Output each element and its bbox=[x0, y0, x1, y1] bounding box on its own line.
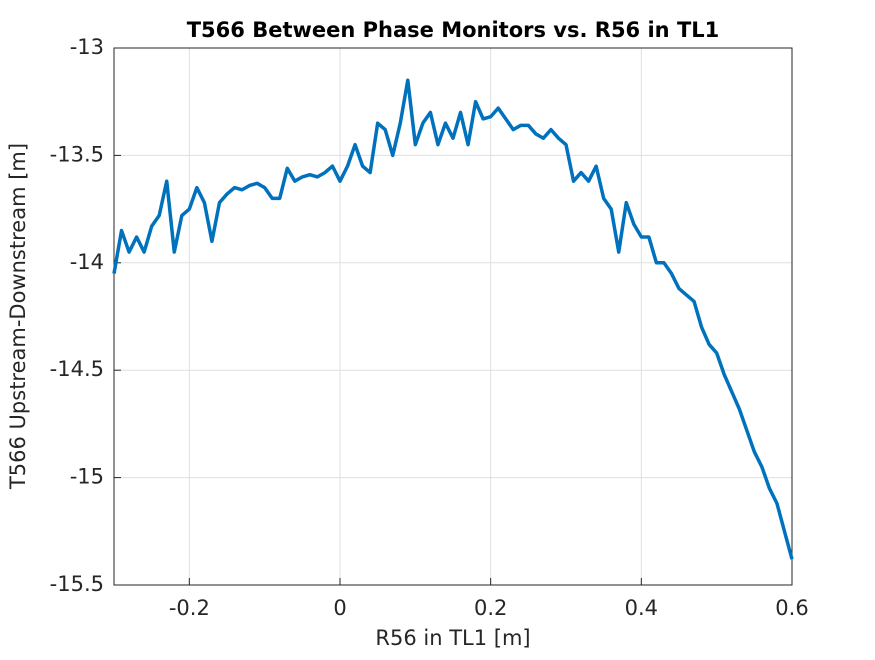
axes-box bbox=[113, 47, 793, 586]
plot-area bbox=[114, 48, 792, 585]
y-tick-label: -14.5 bbox=[50, 357, 104, 381]
y-tick-label: -13 bbox=[70, 35, 104, 59]
x-tick-label: -0.2 bbox=[169, 596, 210, 620]
x-tick-label: 0 bbox=[333, 596, 346, 620]
data-line bbox=[112, 78, 794, 560]
chart-title: T566 Between Phase Monitors vs. R56 in T… bbox=[187, 18, 720, 42]
x-axis-label: R56 in TL1 [m] bbox=[375, 626, 530, 650]
y-axis-label: T566 Upstream-Downstream [m] bbox=[6, 143, 30, 490]
y-tick-label: -15.5 bbox=[50, 572, 104, 596]
y-tick-label: -15 bbox=[70, 465, 104, 489]
x-tick-label: 0.4 bbox=[625, 596, 658, 620]
y-tick-label: -13.5 bbox=[50, 142, 104, 166]
x-tick-label: 0.2 bbox=[474, 596, 507, 620]
x-tick-label: 0.6 bbox=[775, 596, 808, 620]
y-tick-label: -14 bbox=[70, 250, 104, 274]
